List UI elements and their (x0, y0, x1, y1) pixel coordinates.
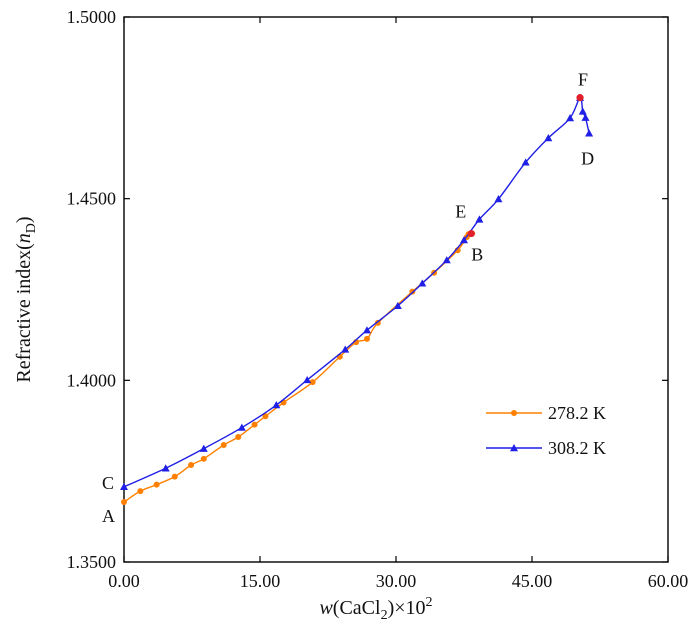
legend-marker (510, 444, 518, 452)
x-axis-title-close: )×10 (388, 597, 426, 619)
data-point (262, 413, 269, 420)
data-point (188, 461, 195, 468)
data-point (362, 326, 371, 334)
data-point (199, 444, 208, 452)
data-point (566, 114, 575, 122)
data-point (272, 401, 281, 409)
data-point (137, 488, 144, 495)
data-point (220, 442, 227, 449)
legend: 278.2 K 308.2 K (486, 403, 606, 458)
y-axis-title-main: Refractive index( (13, 243, 35, 383)
highlight-layer (467, 94, 584, 238)
data-point (363, 335, 370, 342)
series-low-temp (121, 230, 476, 506)
point-label-a: A (102, 506, 115, 526)
data-point (251, 421, 258, 428)
data-point (494, 195, 503, 203)
x-tick-label: 60.00 (648, 571, 689, 591)
y-tick-label: 1.4500 (67, 189, 117, 209)
plot-border (123, 16, 669, 563)
legend-item: 308.2 K (486, 438, 606, 458)
series-line (123, 96, 590, 488)
data-point (120, 482, 128, 490)
annotation-layer: AC E B F D (102, 70, 594, 526)
data-point (581, 113, 590, 121)
data-point (521, 158, 530, 166)
y-axis-ticks: 1.3500 1.4000 1.4500 1.5000 (67, 7, 668, 572)
point-label-b: B (471, 245, 483, 265)
data-point (235, 434, 242, 441)
x-tick-label: 45.00 (512, 571, 553, 591)
x-axis-title: w(CaCl2)×102 (319, 595, 432, 623)
x-axis-ticks: 0.00 15.00 30.00 45.00 60.00 (108, 17, 688, 591)
x-axis-title-italic: w (319, 597, 333, 619)
x-axis-title-sup: 2 (426, 595, 433, 610)
svg-text:w(CaCl2)×102: w(CaCl2)×102 (319, 595, 432, 623)
y-axis-title-sub: D (24, 223, 39, 233)
x-tick-label: 15.00 (240, 571, 281, 591)
data-point (578, 107, 587, 115)
y-tick-label: 1.5000 (67, 7, 117, 27)
x-axis-title-open: (CaCl (333, 597, 381, 619)
data-point (374, 319, 381, 326)
legend-label: 278.2 K (548, 403, 606, 423)
invariant-point (467, 229, 475, 238)
data-point (303, 375, 312, 384)
data-point (418, 279, 427, 287)
data-point (200, 455, 207, 462)
legend-item: 278.2 K (486, 403, 606, 423)
x-axis-title-sub: 2 (381, 608, 388, 623)
y-tick-label: 1.3500 (67, 552, 117, 572)
y-axis-title-italic: n (13, 233, 35, 243)
data-point (585, 129, 594, 137)
y-axis-title: Refractive index(nD) (13, 216, 39, 382)
series-line (123, 232, 473, 503)
x-tick-label: 0.00 (108, 571, 140, 591)
point-label-f: F (578, 70, 588, 90)
svg-text:Refractive index(nD): Refractive index(nD) (13, 216, 39, 382)
legend-marker (511, 410, 517, 416)
data-point (153, 481, 160, 488)
y-tick-label: 1.4000 (67, 370, 117, 390)
data-point (442, 256, 451, 264)
data-point (161, 464, 170, 472)
data-point (393, 301, 402, 310)
y-axis-title-close: ) (13, 216, 35, 223)
data-point (341, 345, 350, 353)
series-high-temp (120, 93, 594, 490)
point-label-c: C (102, 473, 114, 493)
point-label-d: D (581, 148, 594, 168)
data-point (409, 288, 416, 295)
data-point (309, 379, 316, 386)
point-label-e: E (455, 202, 466, 222)
legend-label: 308.2 K (548, 438, 606, 458)
invariant-point (576, 94, 584, 102)
data-point (475, 215, 484, 223)
data-point (460, 236, 468, 244)
series-layer (120, 93, 594, 506)
x-tick-label: 30.00 (376, 571, 417, 591)
data-point (237, 423, 246, 431)
data-point (171, 473, 178, 480)
plot-frame (123, 16, 669, 563)
data-point (544, 133, 553, 142)
data-point (121, 499, 127, 506)
